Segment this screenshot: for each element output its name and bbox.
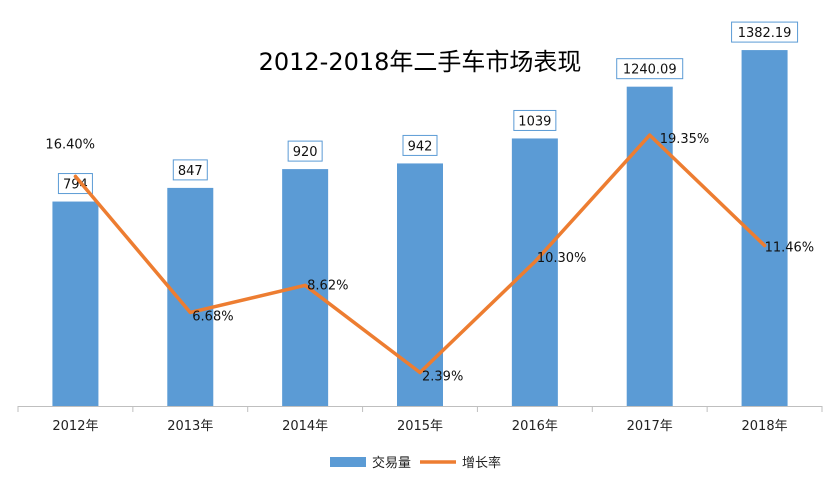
line-labels: 16.40% 6.68% 8.62% 2.39% 10.30% 19.35% 11.46% <box>45 132 814 384</box>
bar-label-box-1 <box>172 159 208 181</box>
line-label-4: 10.30% <box>537 251 587 266</box>
bar-series <box>52 50 788 407</box>
line-label-2: 8.62% <box>307 278 348 293</box>
legend-swatch-bar <box>330 457 366 467</box>
x-tick-label-3: 2015年 <box>397 419 443 434</box>
bar-label-6: 1382.19 <box>738 26 792 41</box>
legend-label-bar: 交易量 <box>372 455 411 471</box>
bar-5 <box>626 86 673 407</box>
x-tick-label-0: 2012年 <box>52 419 98 434</box>
bar-label-box-3 <box>402 134 438 156</box>
growth-point-2 <box>303 283 307 287</box>
growth-point-4 <box>533 260 537 264</box>
bar-label-box-2 <box>287 140 323 162</box>
bar-3 <box>397 163 443 406</box>
x-tick-label-6: 2018年 <box>742 419 788 434</box>
line-label-1: 6.68% <box>192 309 233 324</box>
bar-0 <box>52 201 99 406</box>
bar-1 <box>167 187 214 406</box>
line-label-5: 19.35% <box>660 132 710 147</box>
bar-label-1: 847 <box>178 164 203 179</box>
x-axis-ticks: 2012年 2013年 2014年 2015年 2016年 2017年 2018年 <box>17 406 823 434</box>
x-tick-label-2: 2014年 <box>282 419 328 434</box>
growth-point-1 <box>188 310 192 314</box>
x-tick-label-4: 2016年 <box>512 419 558 434</box>
bar-label-box-6 <box>731 21 799 43</box>
chart-title: 2012-2018年二手车市场表现 <box>259 48 582 76</box>
bar-label-2: 920 <box>293 145 318 160</box>
bar-label-5: 1240.09 <box>623 63 677 78</box>
bar-4 <box>511 138 558 406</box>
bar-6 <box>741 50 788 407</box>
growth-point-5 <box>648 133 652 137</box>
bar-label-box-5 <box>616 58 684 80</box>
line-label-6: 11.46% <box>765 241 815 256</box>
line-label-3: 2.39% <box>422 370 463 385</box>
bar-label-3: 942 <box>408 139 433 154</box>
bar-label-4: 1039 <box>518 114 551 129</box>
growth-point-0 <box>73 174 77 178</box>
line-series <box>73 133 767 375</box>
bar-label-box-4 <box>513 109 557 131</box>
growth-point-3 <box>418 371 422 375</box>
x-tick-label-5: 2017年 <box>627 419 673 434</box>
legend-label-line: 增长率 <box>462 455 501 471</box>
growth-point-6 <box>763 244 767 248</box>
x-tick-label-1: 2013年 <box>167 419 213 434</box>
line-label-0: 16.40% <box>45 137 95 152</box>
legend: 交易量 增长率 <box>330 455 501 471</box>
